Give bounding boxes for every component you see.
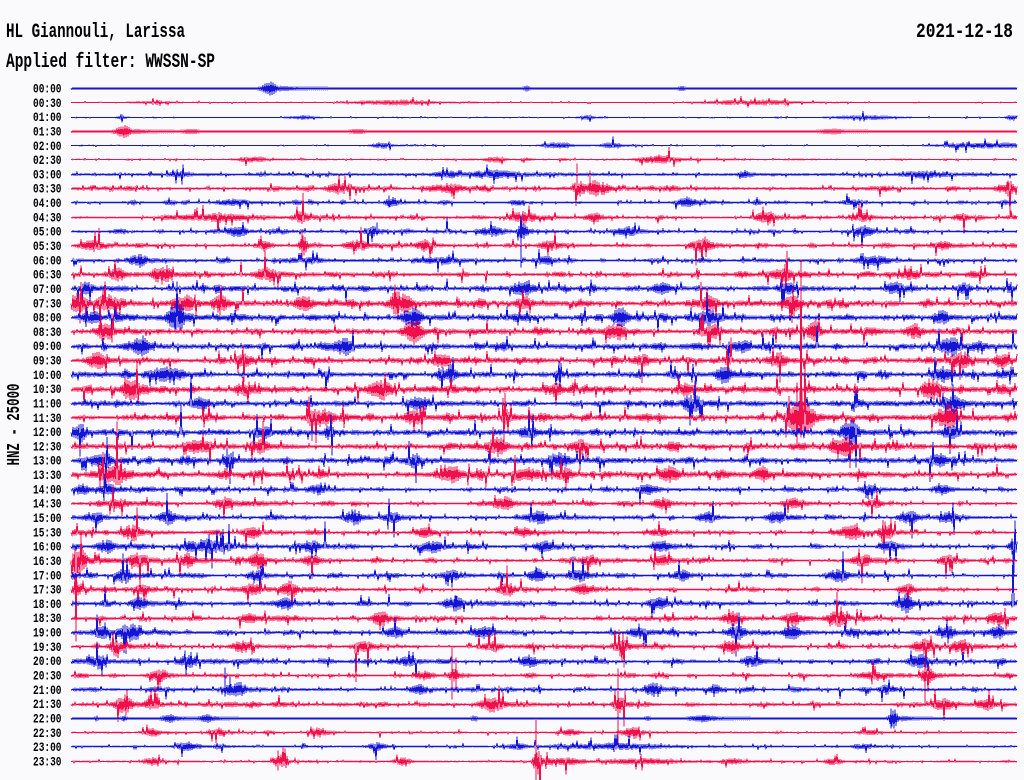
svg-text:20:00: 20:00: [33, 654, 62, 669]
svg-text:HL Giannouli, Larissa: HL Giannouli, Larissa: [6, 21, 185, 44]
svg-text:11:00: 11:00: [33, 397, 62, 412]
svg-text:06:00: 06:00: [33, 253, 62, 268]
svg-text:07:00: 07:00: [33, 282, 62, 297]
svg-text:19:00: 19:00: [33, 626, 62, 641]
svg-text:17:00: 17:00: [33, 568, 62, 583]
svg-text:16:00: 16:00: [33, 540, 62, 555]
svg-text:20:30: 20:30: [33, 669, 62, 684]
svg-text:18:00: 18:00: [33, 597, 62, 612]
svg-text:21:00: 21:00: [33, 683, 62, 698]
svg-text:10:00: 10:00: [33, 368, 62, 383]
svg-text:18:30: 18:30: [33, 611, 62, 626]
svg-text:03:30: 03:30: [33, 182, 62, 197]
svg-text:11:30: 11:30: [33, 411, 62, 426]
svg-text:12:00: 12:00: [33, 425, 62, 440]
svg-text:22:30: 22:30: [33, 726, 62, 741]
svg-text:13:00: 13:00: [33, 454, 62, 469]
svg-text:02:30: 02:30: [33, 153, 62, 168]
svg-text:05:00: 05:00: [33, 225, 62, 240]
svg-text:01:00: 01:00: [33, 110, 62, 125]
svg-text:04:30: 04:30: [33, 210, 62, 225]
svg-text:13:30: 13:30: [33, 468, 62, 483]
svg-text:02:00: 02:00: [33, 139, 62, 154]
svg-text:Applied filter: WWSSN-SP: Applied filter: WWSSN-SP: [6, 51, 215, 74]
svg-text:05:30: 05:30: [33, 239, 62, 254]
svg-text:23:00: 23:00: [33, 740, 62, 755]
svg-text:16:30: 16:30: [33, 554, 62, 569]
svg-text:19:30: 19:30: [33, 640, 62, 655]
svg-text:00:00: 00:00: [33, 82, 62, 97]
svg-text:04:00: 04:00: [33, 196, 62, 211]
svg-text:2021-12-18: 2021-12-18: [916, 21, 1013, 44]
svg-text:01:30: 01:30: [33, 125, 62, 140]
svg-text:07:30: 07:30: [33, 296, 62, 311]
svg-text:09:00: 09:00: [33, 339, 62, 354]
svg-text:21:30: 21:30: [33, 697, 62, 712]
svg-text:09:30: 09:30: [33, 354, 62, 369]
svg-text:23:30: 23:30: [33, 754, 62, 769]
svg-text:10:30: 10:30: [33, 382, 62, 397]
svg-text:14:30: 14:30: [33, 497, 62, 512]
svg-text:22:00: 22:00: [33, 711, 62, 726]
svg-text:00:30: 00:30: [33, 96, 62, 111]
svg-text:08:30: 08:30: [33, 325, 62, 340]
svg-text:15:30: 15:30: [33, 525, 62, 540]
svg-text:12:30: 12:30: [33, 439, 62, 454]
svg-text:15:00: 15:00: [33, 511, 62, 526]
svg-text:17:30: 17:30: [33, 583, 62, 598]
svg-text:06:30: 06:30: [33, 268, 62, 283]
svg-text:03:00: 03:00: [33, 167, 62, 182]
svg-text:14:00: 14:00: [33, 482, 62, 497]
svg-text:HNZ - 25000: HNZ - 25000: [5, 384, 25, 466]
svg-text:08:00: 08:00: [33, 311, 62, 326]
